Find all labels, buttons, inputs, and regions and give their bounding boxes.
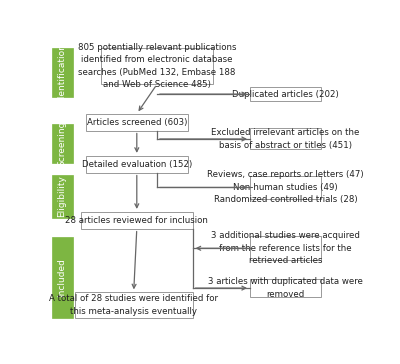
- Text: Identification: Identification: [58, 43, 66, 103]
- Bar: [52, 48, 73, 98]
- Bar: [52, 123, 73, 163]
- Text: 3 additional studies were acquired
from the reference lists for the
retrieved ar: 3 additional studies were acquired from …: [211, 231, 360, 265]
- Bar: [101, 48, 213, 84]
- Text: Reviews, case reports or letters (47)
Non-human studies (49)
Randomized controll: Reviews, case reports or letters (47) No…: [207, 170, 364, 205]
- Text: 3 articles with duplicated data were
removed: 3 articles with duplicated data were rem…: [208, 277, 363, 299]
- Bar: [75, 292, 193, 317]
- Bar: [81, 212, 193, 229]
- Text: Articles screened (603): Articles screened (603): [87, 118, 187, 127]
- Text: A total of 28 studies were identified for
this meta-analysis eventually: A total of 28 studies were identified fo…: [49, 294, 218, 316]
- Bar: [250, 279, 321, 297]
- Text: Included: Included: [58, 258, 66, 297]
- Bar: [52, 237, 73, 318]
- Bar: [52, 175, 73, 218]
- Text: Excluded irrelevant articles on the
basis of abstract or titles (451): Excluded irrelevant articles on the basi…: [212, 128, 360, 150]
- Bar: [250, 236, 321, 260]
- Text: Duplicated articles (202): Duplicated articles (202): [232, 90, 339, 99]
- Text: Detailed evaluation (152): Detailed evaluation (152): [82, 160, 192, 169]
- Text: 28 articles reviewed for inclusion: 28 articles reviewed for inclusion: [65, 216, 208, 225]
- Text: Screening: Screening: [58, 120, 66, 166]
- Bar: [250, 128, 321, 150]
- Bar: [250, 87, 321, 101]
- Bar: [86, 156, 188, 173]
- Bar: [86, 114, 188, 131]
- Text: 805 potentially relevant publications
identified from electronic database
search: 805 potentially relevant publications id…: [78, 43, 236, 89]
- Bar: [250, 175, 321, 199]
- Text: Eligibility: Eligibility: [58, 175, 66, 217]
